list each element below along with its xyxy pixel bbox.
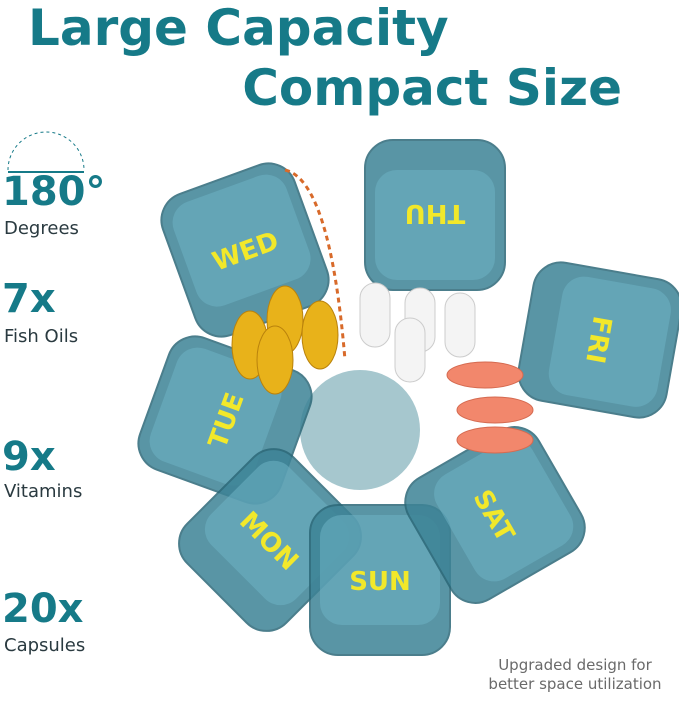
caption: better space utilization bbox=[488, 675, 661, 693]
arc-icon bbox=[7, 131, 85, 171]
capsule bbox=[446, 361, 524, 389]
headline: Compact Size bbox=[242, 59, 622, 117]
fish-oil-capsule bbox=[301, 300, 339, 370]
compartment-lid bbox=[172, 174, 311, 307]
caption: Upgraded design for bbox=[498, 656, 652, 674]
day-label: SUN bbox=[349, 567, 411, 597]
feature-value: 7x bbox=[2, 276, 56, 322]
feature-value: 9x bbox=[2, 434, 56, 480]
capsule bbox=[456, 426, 534, 454]
compartment-lid bbox=[548, 276, 671, 407]
compartment-lid bbox=[149, 347, 282, 486]
feature-value: 180° bbox=[2, 169, 106, 215]
feature-label: Vitamins bbox=[4, 481, 82, 502]
compartment-lid bbox=[375, 170, 495, 280]
feature-label: Degrees bbox=[4, 218, 79, 239]
compartment: FRI bbox=[517, 261, 679, 419]
rotation-arrow bbox=[284, 168, 347, 361]
feature-label: Fish Oils bbox=[4, 326, 78, 347]
feature-label: Capsules bbox=[4, 635, 85, 656]
compartment: THU bbox=[364, 139, 506, 291]
compartment: SUN bbox=[309, 504, 451, 656]
compartment: SAT bbox=[404, 426, 586, 604]
hub bbox=[300, 370, 420, 490]
vitamin-tablet bbox=[394, 317, 426, 383]
headline: Large Capacity bbox=[28, 0, 449, 57]
compartment: WED bbox=[160, 162, 330, 338]
capsule bbox=[456, 396, 534, 424]
fish-oil-capsule bbox=[256, 325, 294, 395]
feature-value: 20x bbox=[2, 586, 84, 632]
vitamin-tablet bbox=[359, 282, 391, 348]
compartment-lid bbox=[320, 515, 440, 625]
day-label: THU bbox=[405, 198, 466, 228]
compartment-lid bbox=[434, 438, 574, 582]
vitamin-tablet bbox=[444, 292, 476, 358]
